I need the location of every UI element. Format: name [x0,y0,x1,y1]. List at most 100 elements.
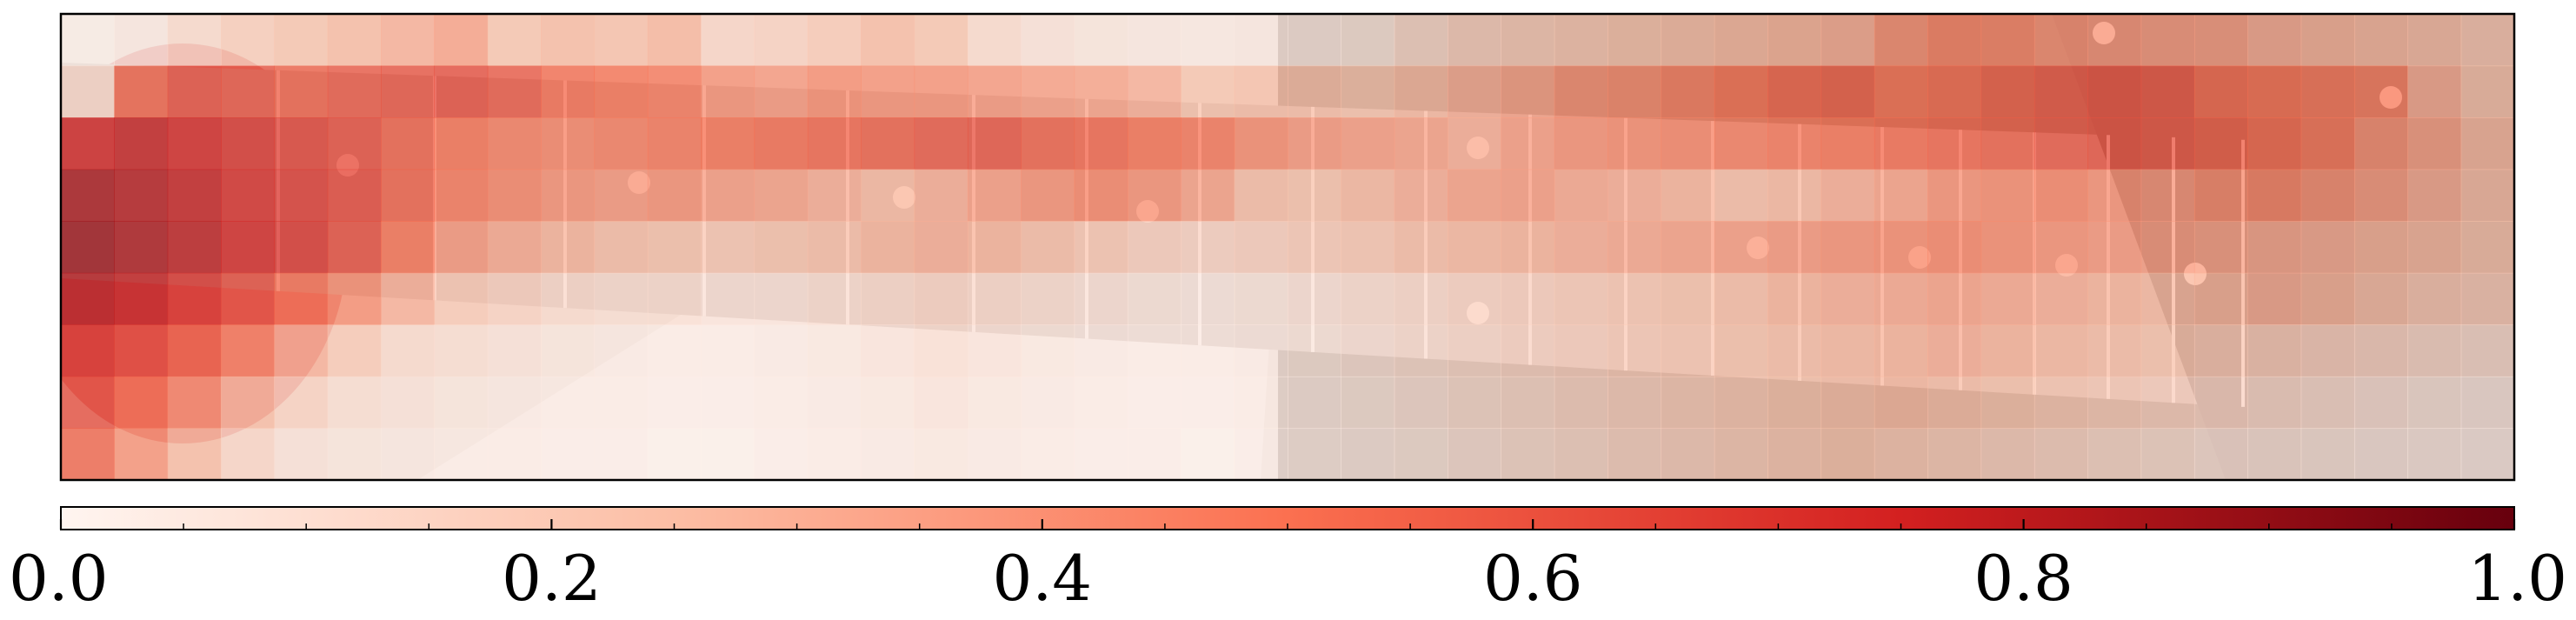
heatmap-cell [594,65,649,118]
heatmap-cell [1234,376,1288,430]
heatmap-cell [1288,428,1341,480]
heatmap-cell [1021,65,1075,118]
heatmap-cell [701,428,755,480]
heatmap-cell [1874,65,1928,118]
heatmap-cell [1608,169,1662,222]
heatmap-cell [2460,428,2514,480]
heatmap-cell [2034,221,2088,274]
heatmap-cell [1234,117,1288,170]
colorbar-tick-label: 0.4 [993,542,1093,615]
heatmap-cell [1288,65,1341,118]
heatmap-cell [807,324,862,377]
heatmap-cell [594,169,649,222]
heatmap-cell [1554,117,1608,170]
heatmap-cell [327,324,382,377]
heatmap-cell [541,272,596,325]
heatmap-cell [2460,221,2514,274]
heatmap-cell [1021,428,1075,480]
heatmap-cell [647,117,702,170]
heatmap-cell [1448,14,1501,67]
heatmap-cell [1874,14,1928,67]
heatmap-cell [754,428,809,480]
heatmap-cell [914,14,968,67]
heatmap-cell [2353,376,2408,430]
heatmap-cell [1448,65,1501,118]
heatmap-cell [1927,117,1982,170]
heatmap-cell [1501,324,1555,377]
colorbar-tick-label: 0.2 [502,542,602,615]
heatmap-cell [2087,272,2142,325]
heatmap-cell [594,221,649,274]
heatmap-cell [1021,117,1075,170]
heatmap-cell [2407,117,2462,170]
heatmap-cell [1767,14,1822,67]
heatmap-cell [1181,221,1235,274]
heatmap-cell [1021,169,1075,222]
heatmap-cell [1874,272,1928,325]
heatmap-cell [327,65,382,118]
heatmap-cell [1501,272,1555,325]
heatmap-cell [1714,376,1768,430]
heatmap-cell [1341,272,1395,325]
heatmap-cell [487,169,542,222]
heatmap-cell [1288,376,1341,430]
heatmap-cell [167,14,222,67]
heatmap-cell [434,65,489,118]
heatmap-cell [1021,221,1075,274]
heatmap-cell [2460,169,2514,222]
heatmap-cell [1554,324,1608,377]
heatmap-cell [1074,65,1128,118]
heatmap-cell [1554,169,1608,222]
heatmap-cell [2087,117,2142,170]
heatmap-cell [2407,169,2462,222]
heatmap-cell [381,14,436,67]
heatmap-cell [2193,169,2248,222]
heatmap-cell [1927,324,1982,377]
heatmap-cell [647,221,702,274]
heatmap-cell [2247,221,2302,274]
heatmap-cell [807,428,862,480]
heatmap-cell [754,117,809,170]
heatmap-cell [701,117,755,170]
heatmap-cell [2247,65,2302,118]
heatmap-cell [1448,272,1501,325]
heatmap-cell [1927,169,1982,222]
heatmap-cell [647,324,702,377]
heatmap-cell [2353,65,2408,118]
heatmap-cell [2193,14,2248,67]
heatmap-cell [1234,169,1288,222]
heatmap-cell [1501,14,1555,67]
heatmap-cell [327,221,382,274]
heatmap-cell [2193,376,2248,430]
heatmap-cell [1288,272,1341,325]
heatmap-cell [1874,428,1928,480]
heatmap-cell [327,117,382,170]
heatmap-cell [2034,376,2088,430]
heatmap-cell [167,428,222,480]
heatmap-cell [61,65,115,118]
heatmap-cell [2140,14,2195,67]
heatmap-cell [1661,428,1715,480]
heatmap-cell [1608,221,1662,274]
heatmap-cell [114,324,169,377]
heatmap-cell [967,428,1022,480]
heatmap-cell [61,221,115,274]
heatmap-cell [541,169,596,222]
heatmap-cell [1181,376,1235,430]
colorbar-tick-label: 0.0 [9,542,109,615]
heatmap-cell [1074,169,1128,222]
heatmap-cell [1714,324,1768,377]
heatmap-cell [1821,324,1875,377]
heatmap-cell [1341,169,1395,222]
heatmap-cell [1234,65,1288,118]
heatmap-cell [2140,117,2195,170]
heatmap-cell [1767,272,1822,325]
heatmap-cell [2407,376,2462,430]
heatmap-cell [2407,65,2462,118]
heatmap-cell [167,65,222,118]
heatmap-cell [1501,221,1555,274]
heatmap-cell [647,376,702,430]
heatmap-cell [2193,221,2248,274]
heatmap-cell [381,169,436,222]
heatmap-cell [1980,169,2035,222]
